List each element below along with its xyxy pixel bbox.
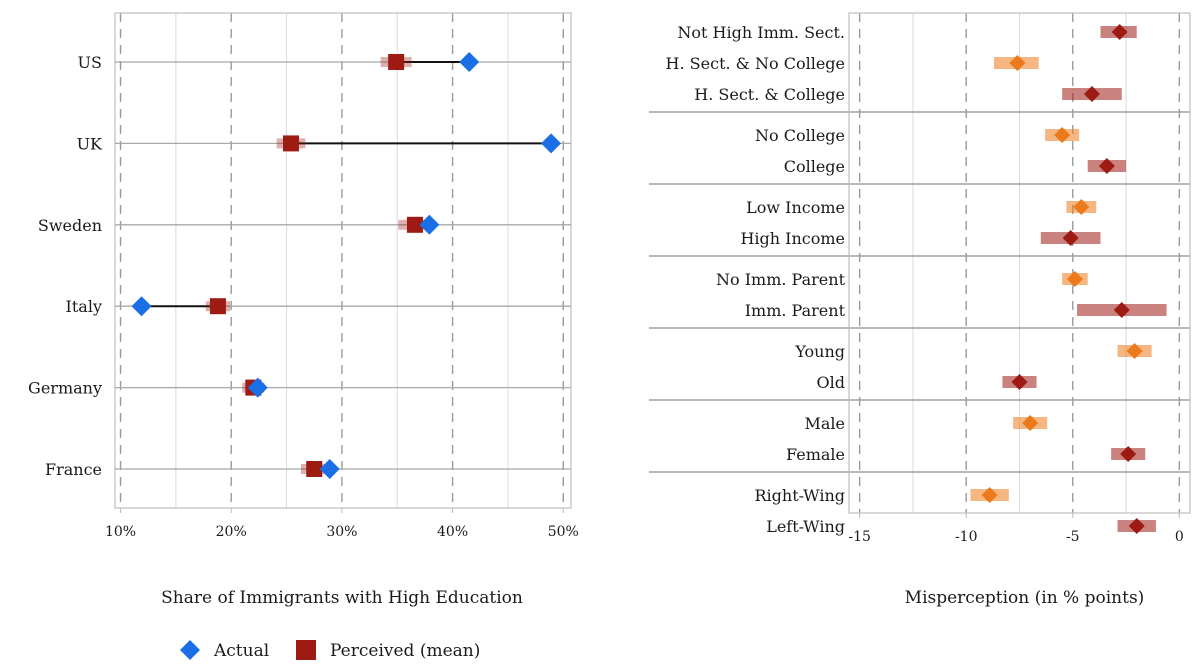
actual-marker [131,296,152,317]
estimate-row: Imm. Parent [745,301,1167,320]
estimate-row: H. Sect. & College [694,85,1122,104]
estimate-label: Male [804,414,845,433]
estimate-label: H. Sect. & No College [666,54,845,73]
category-label: UK [77,134,103,153]
estimate-label: Young [794,342,845,361]
left-panel-frame [114,12,572,509]
category-label: Sweden [38,216,102,235]
point-estimate [1083,86,1100,102]
x-tick-label: -15 [848,529,871,545]
right-panel: Not High Imm. Sect. H. Sect. & No College… [649,12,1191,608]
point-estimate [1011,374,1028,390]
x-tick-label: 30% [326,524,357,540]
x-tick-label: 10% [105,524,136,540]
x-tick-label: -10 [955,529,978,545]
perceived-marker [406,216,423,233]
legend-perceived-swatch [296,640,316,660]
point-estimate [1066,271,1083,287]
left-panel: US UK Sweden Italy Germany France 10% 20% 30% 40%… [28,12,579,608]
point-estimate [1126,343,1143,359]
category-label: Germany [28,379,102,398]
estimate-label: Left-Wing [766,517,845,536]
x-tick-label: 40% [437,524,468,540]
estimate-label: No Imm. Parent [716,270,846,289]
x-axis-title: Misperception (in % points) [905,588,1145,608]
legend-actual-label: Actual [213,641,269,661]
point-estimate [1054,127,1071,143]
estimate-label: High Income [740,229,845,248]
category-label: France [45,460,102,479]
x-tick-label: 0 [1175,529,1184,545]
estimate-row: Low Income [746,198,1097,217]
point-estimate [1111,24,1128,40]
actual-marker [419,214,440,235]
perceived-marker [282,135,299,152]
estimate-label: H. Sect. & College [694,85,845,104]
estimate-row: Old [817,373,1037,392]
point-estimate [1113,302,1130,318]
actual-marker [247,377,268,398]
estimate-row: High Income [740,229,1101,248]
estimate-label: Low Income [746,198,845,217]
x-axis-title: Share of Immigrants with High Education [161,588,523,608]
right-panel-frame [848,12,1191,514]
estimate-row: Male [804,414,1048,433]
estimate-label: Old [817,373,845,392]
point-estimate [1022,415,1039,431]
point-estimate [1098,158,1115,174]
category-label: Italy [66,297,102,316]
actual-marker [459,52,480,72]
point-estimate [1009,55,1026,71]
point-estimate [981,487,998,503]
actual-marker [541,133,562,154]
estimate-row: Not High Imm. Sect. [677,23,1137,42]
x-tick-label: 20% [216,524,247,540]
perceived-marker [388,54,405,70]
x-tick-label: 50% [548,524,579,540]
perceived-marker [209,298,226,315]
estimate-label: Female [786,445,845,464]
estimate-row: Left-Wing [766,517,1156,536]
estimate-label: College [784,157,845,176]
point-estimate [1073,199,1090,215]
legend-perceived-label: Perceived (mean) [330,641,480,661]
category-label: US [78,53,102,72]
estimate-row: Young [794,342,1152,361]
estimate-label: Not High Imm. Sect. [677,23,845,42]
actual-marker [319,459,340,479]
legend-actual-swatch [180,640,200,660]
estimate-row: Female [786,445,1146,464]
estimate-label: Right-Wing [755,486,846,505]
estimate-row: No Imm. Parent [716,270,1088,289]
point-estimate [1128,518,1145,534]
estimate-label: No College [755,126,845,145]
estimate-row: Right-Wing [755,486,1009,505]
estimate-label: Imm. Parent [745,301,846,320]
point-estimate [1120,446,1137,462]
legend: Actual Perceived (mean) [180,640,480,661]
point-estimate [1062,230,1079,246]
perceived-marker [306,461,323,477]
estimate-row: College [784,157,1127,176]
x-tick-label: -5 [1066,529,1080,545]
estimate-row: H. Sect. & No College [666,54,1039,73]
estimate-row: No College [755,126,1080,145]
